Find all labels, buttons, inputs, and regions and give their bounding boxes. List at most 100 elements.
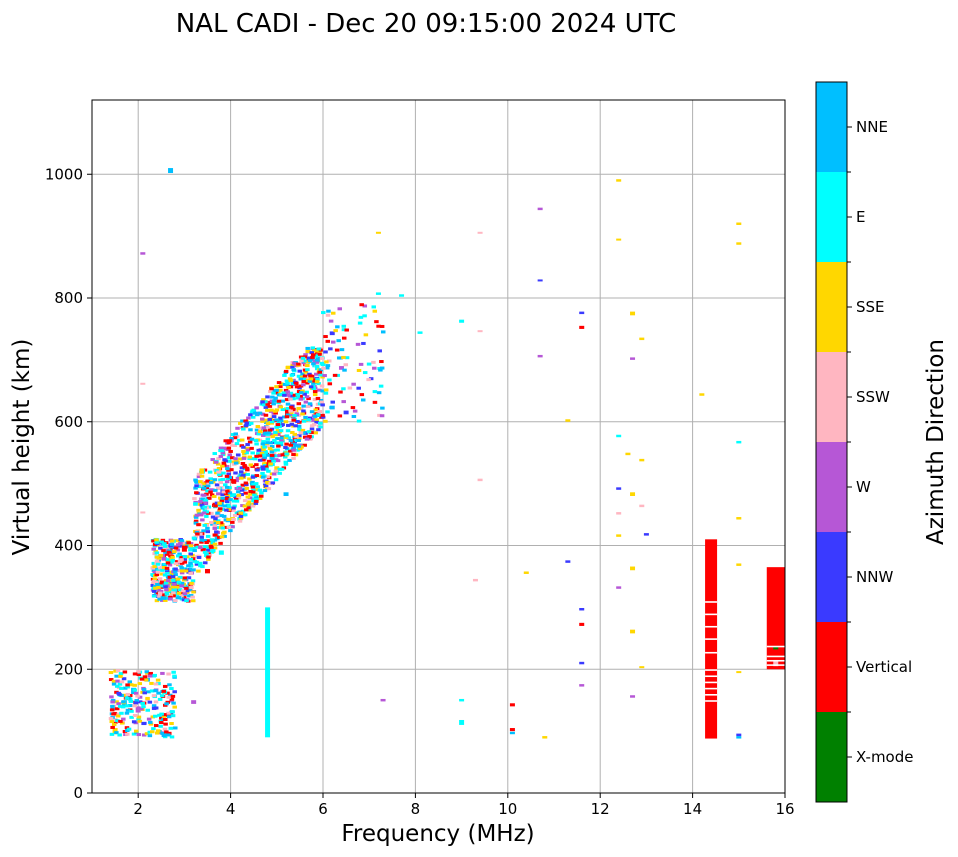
echo-dot	[372, 309, 378, 313]
echo-dot	[145, 708, 151, 712]
echo-dot	[350, 406, 356, 410]
echo-dot	[282, 415, 287, 419]
echo-dot	[225, 489, 230, 493]
echo-dot	[147, 730, 153, 734]
echo-dot	[146, 717, 152, 721]
echo-dot	[203, 498, 209, 502]
echo-dot	[269, 408, 274, 412]
echo-dot	[188, 542, 194, 546]
echo-dot	[277, 425, 282, 429]
echo-dot	[231, 480, 236, 484]
echo-dot	[311, 387, 316, 391]
echo-dot	[160, 568, 165, 572]
echo-dot	[184, 589, 190, 593]
echo-dot	[227, 486, 232, 490]
echo-dot	[129, 715, 134, 719]
echo-dot	[240, 462, 246, 466]
echo-dot	[341, 355, 346, 359]
echo-dot	[291, 453, 296, 457]
echo-dot	[269, 456, 275, 460]
echo-dot	[303, 353, 308, 357]
echo-dot	[154, 573, 160, 577]
echo-dot	[280, 399, 286, 403]
colorbar: X-mode Vertical NNW W SSW SSE E NNE	[815, 81, 913, 803]
echo-dot	[199, 503, 205, 507]
echo-dot	[154, 540, 159, 544]
echo-dot	[153, 549, 158, 553]
echo-dot	[351, 415, 357, 419]
echo-dot	[285, 365, 291, 369]
echo-dot	[257, 496, 263, 500]
echo-dot	[218, 454, 224, 458]
echo-dot	[241, 456, 247, 460]
echo-dot	[203, 561, 208, 565]
data-point-vertical	[205, 569, 210, 574]
echo-dot	[209, 488, 214, 492]
echo-dot	[262, 489, 268, 493]
echo-dot	[185, 590, 190, 594]
colorbar-frame	[815, 81, 848, 803]
echo-dot	[201, 547, 206, 551]
echo-dot	[142, 675, 148, 679]
echo-dot	[188, 557, 194, 561]
echo-dot	[253, 501, 259, 505]
echo-dot	[250, 475, 256, 479]
echo-dot	[296, 424, 302, 428]
echo-dot	[280, 423, 285, 427]
echo-dot	[301, 404, 306, 408]
echo-dot	[281, 391, 287, 395]
echo-dot	[236, 490, 241, 494]
echo-dot	[235, 476, 241, 480]
echo-dot	[320, 389, 325, 393]
echo-dot	[304, 381, 310, 385]
echo-dot	[271, 415, 277, 419]
echo-dot	[312, 390, 318, 394]
echo-dot	[170, 539, 175, 543]
echo-dot	[172, 588, 177, 592]
echo-dot	[164, 592, 170, 596]
echo-dot	[262, 445, 267, 449]
echo-dot	[131, 720, 137, 724]
echo-dot	[242, 464, 247, 468]
echo-dot	[232, 513, 238, 517]
echo-dot	[212, 546, 218, 550]
echo-dot	[170, 694, 176, 698]
colorbar-swatch-nne	[816, 82, 847, 172]
echo-dot	[358, 315, 364, 319]
x-tick-label: 14	[683, 800, 702, 818]
echo-dot	[242, 513, 248, 517]
echo-dot	[277, 467, 282, 471]
echo-dot	[320, 403, 325, 407]
echo-dot	[255, 468, 260, 472]
echo-dot	[222, 458, 227, 462]
echo-dot	[280, 408, 286, 412]
echo-dot	[117, 692, 122, 696]
echo-dot	[377, 366, 382, 370]
echo-dot	[355, 342, 361, 346]
echo-dot	[288, 443, 294, 447]
echo-dot	[263, 461, 269, 465]
echo-dot	[173, 567, 178, 571]
echo-dot	[186, 564, 191, 568]
echo-dot	[270, 395, 275, 399]
echo-dot	[256, 452, 261, 456]
echo-dot	[213, 460, 219, 464]
echo-dot	[258, 430, 263, 434]
echo-dot	[359, 303, 364, 307]
data-point-sse	[736, 242, 742, 245]
echo-dot	[379, 414, 385, 418]
echo-dot	[244, 446, 250, 450]
echo-dot	[291, 368, 296, 372]
echo-dot	[231, 509, 236, 513]
echo-dot	[294, 439, 299, 443]
echo-dot	[217, 473, 222, 477]
echo-dot	[233, 497, 239, 501]
echo-dot	[372, 400, 378, 404]
echo-dot	[115, 719, 120, 723]
echo-dot	[162, 542, 167, 546]
echo-dot	[164, 730, 169, 734]
echo-dot	[290, 365, 295, 369]
echo-dot	[209, 545, 214, 549]
echo-dot	[273, 411, 278, 415]
echo-dot	[212, 478, 218, 482]
